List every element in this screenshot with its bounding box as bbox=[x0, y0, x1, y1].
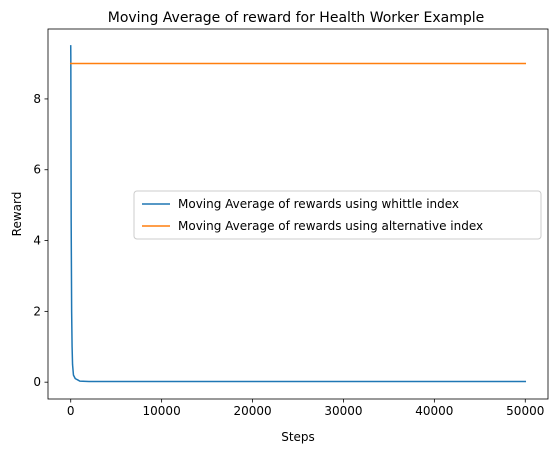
legend: Moving Average of rewards using whittle … bbox=[133, 190, 542, 240]
x-tick-label: 50000 bbox=[506, 404, 544, 418]
plot-lines bbox=[69, 45, 527, 383]
y-tick-label: 4 bbox=[33, 234, 41, 248]
y-axis: 0 2 4 6 8 bbox=[33, 92, 48, 389]
x-tick-label: 30000 bbox=[324, 404, 362, 418]
chart-title: Moving Average of reward for Health Work… bbox=[108, 10, 484, 26]
y-tick-label: 8 bbox=[33, 92, 41, 106]
legend-label-1: Moving Average of rewards using alternat… bbox=[178, 219, 483, 233]
x-tick-label: 40000 bbox=[415, 404, 453, 418]
y-tick-label: 6 bbox=[33, 163, 41, 177]
plot-frame bbox=[47, 28, 549, 400]
y-axis-label: Reward bbox=[10, 192, 24, 237]
y-tick-label: 2 bbox=[33, 304, 41, 318]
x-tick-label: 0 bbox=[67, 404, 75, 418]
series-line-0 bbox=[69, 45, 527, 383]
legend-label-0: Moving Average of rewards using whittle … bbox=[178, 197, 459, 211]
x-axis-label: Steps bbox=[281, 430, 315, 444]
x-axis: 0 10000 20000 30000 40000 50000 bbox=[67, 399, 544, 418]
legend-box bbox=[133, 190, 542, 240]
y-tick-label: 0 bbox=[33, 375, 41, 389]
x-tick-label: 10000 bbox=[143, 404, 181, 418]
x-tick-label: 20000 bbox=[233, 404, 271, 418]
